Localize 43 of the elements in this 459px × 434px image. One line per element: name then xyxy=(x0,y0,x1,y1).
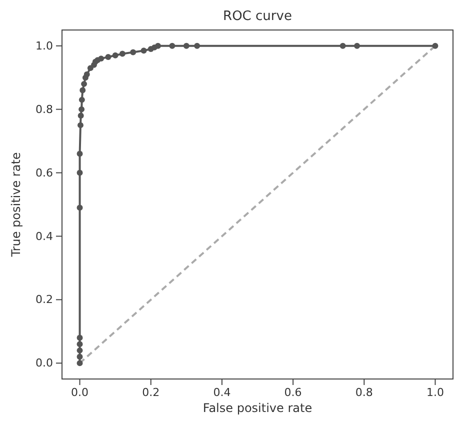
x-axis-title: False positive rate xyxy=(202,401,312,415)
point xyxy=(76,354,83,360)
point xyxy=(80,87,86,94)
point xyxy=(154,42,161,49)
x-tick-label: 1.0 xyxy=(426,386,444,399)
y-tick-label: 1.0 xyxy=(36,39,53,52)
y-tick-label: 0.4 xyxy=(36,230,53,243)
point xyxy=(78,106,85,112)
y-tick-label: 0.2 xyxy=(36,293,53,306)
point xyxy=(76,341,83,348)
y-tick-label: 0.6 xyxy=(36,166,53,180)
point xyxy=(340,42,346,49)
point xyxy=(105,54,112,60)
y-tick-label: 0.0 xyxy=(36,356,53,370)
point xyxy=(76,334,83,341)
y-tick-label: 0.8 xyxy=(36,102,53,116)
point xyxy=(76,360,83,366)
x-tick-label: 0.2 xyxy=(142,386,160,399)
point xyxy=(78,96,85,103)
point xyxy=(432,42,438,49)
point xyxy=(76,150,83,157)
point xyxy=(98,56,104,62)
x-tick-label: 0.0 xyxy=(71,386,89,399)
point xyxy=(76,347,83,354)
x-tick-label: 0.8 xyxy=(355,386,373,399)
point xyxy=(119,50,126,57)
point xyxy=(112,52,118,58)
point xyxy=(84,71,90,78)
point xyxy=(140,48,147,54)
point xyxy=(183,42,190,49)
point xyxy=(78,112,84,119)
point xyxy=(76,204,83,211)
point xyxy=(78,122,84,128)
x-tick-label: 0.6 xyxy=(284,386,302,399)
point xyxy=(194,42,200,49)
point xyxy=(354,42,360,49)
point xyxy=(130,49,136,56)
point xyxy=(81,80,88,87)
x-tick-label: 0.4 xyxy=(213,386,231,399)
point xyxy=(76,170,83,176)
chart-title: ROC curve xyxy=(223,9,292,24)
point xyxy=(169,42,176,49)
y-axis-title: True positive rate xyxy=(9,152,23,258)
